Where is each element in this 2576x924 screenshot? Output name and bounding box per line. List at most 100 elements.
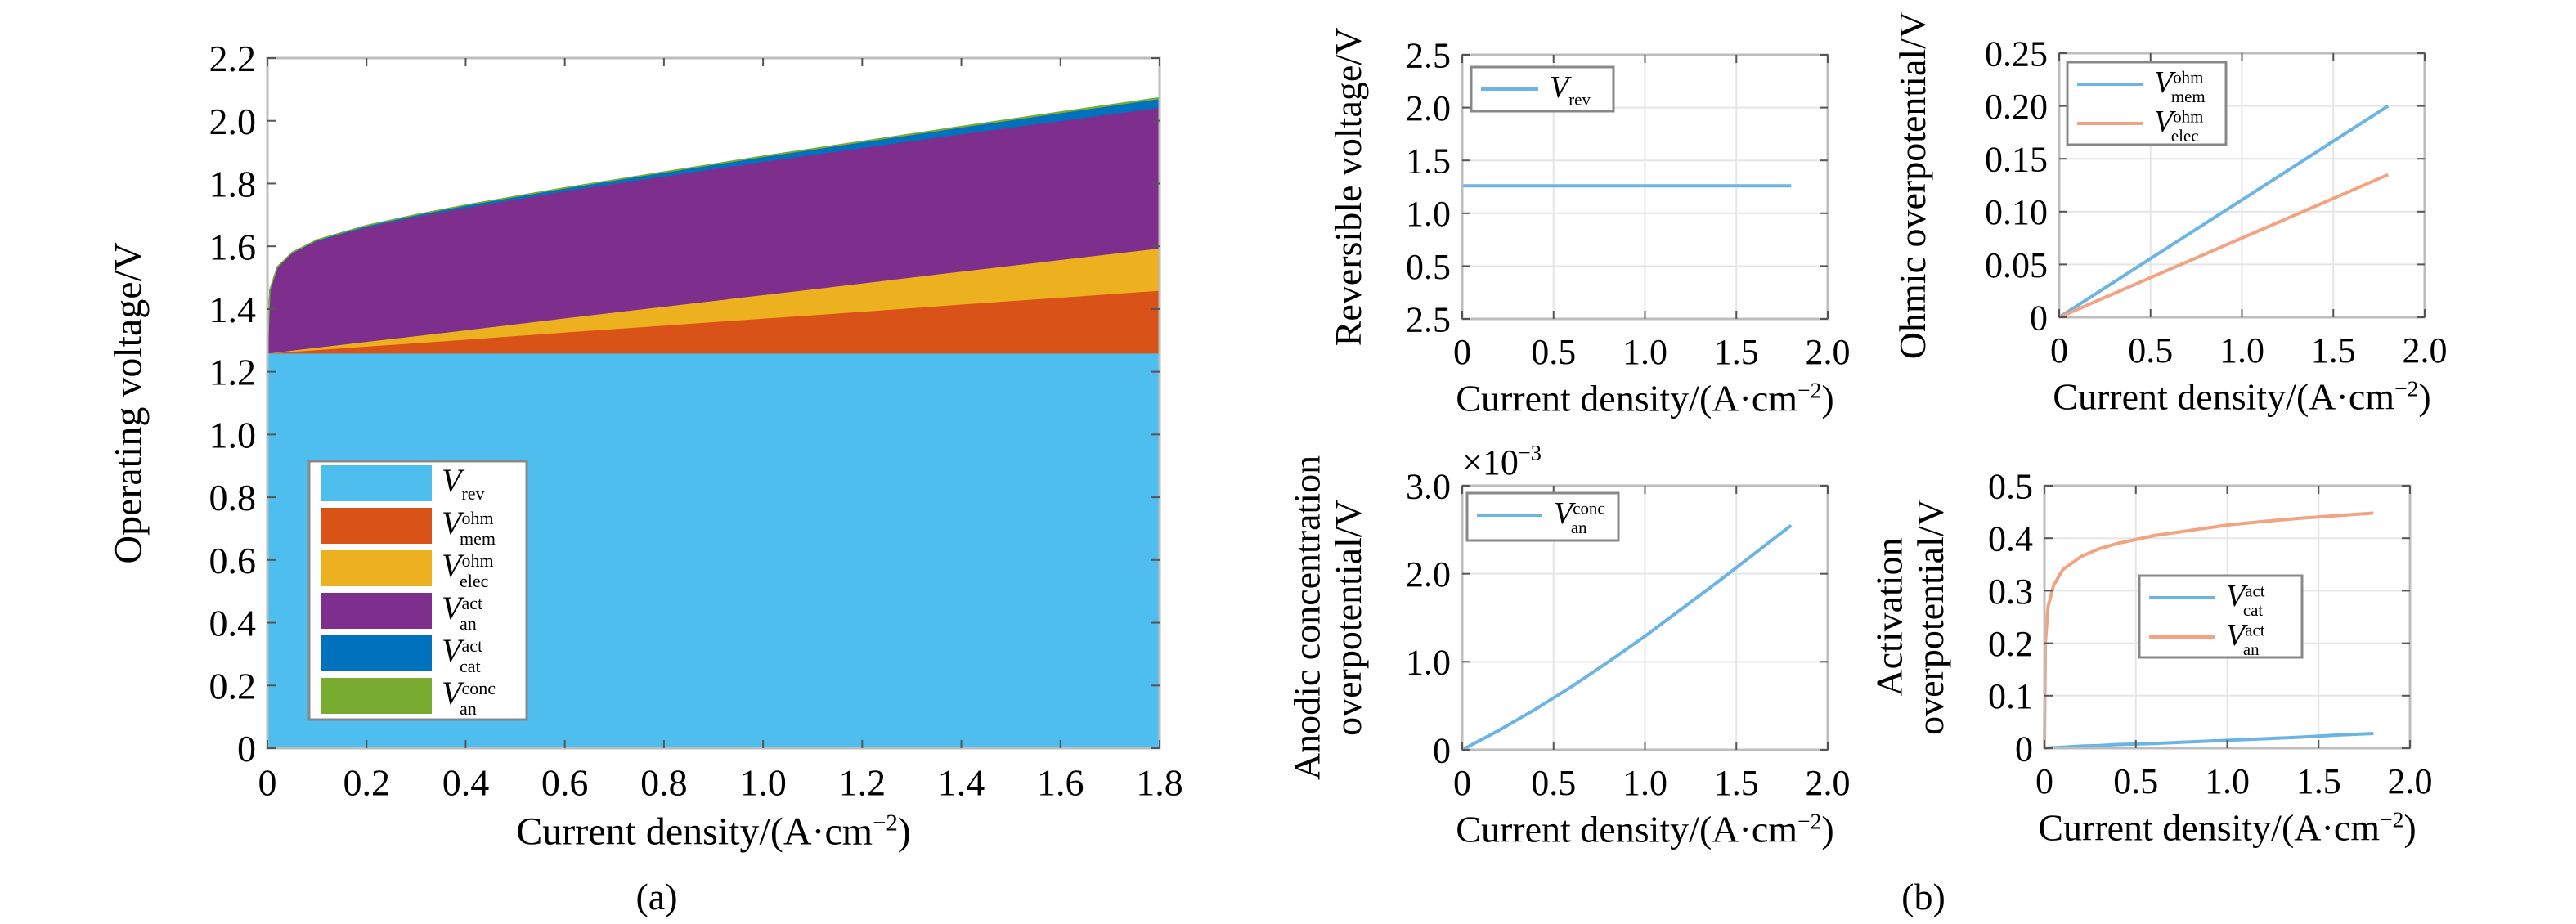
y-tick-label: 2.5 <box>1406 35 1451 75</box>
x-axis-label-exponent: −2 <box>873 810 898 837</box>
legend-superscript: ohm <box>461 508 493 528</box>
x-tick-label: 0.8 <box>640 762 688 804</box>
legend-superscript: conc <box>1573 499 1604 518</box>
chart-b2: 0 0.5 1.0 1.5 2.0 0 0.05 0.10 0.15 0.20 0.25 Curren… <box>1892 11 2447 418</box>
legend: Vrev <box>1470 65 1615 113</box>
chart-b3: 0 0.5 1.0 1.5 2.0 0 1.0 2.0 3.0 Current density/(… <box>1286 440 1851 850</box>
x-tick-label: 0 <box>1453 763 1471 803</box>
legend-superscript: act <box>2245 581 2265 601</box>
legend-subscript: an <box>460 698 477 719</box>
y-tick-label: 0.2 <box>209 665 257 706</box>
legend-superscript: conc <box>461 678 496 698</box>
x-axis-label: Current density/(A·cm−2) <box>516 810 911 854</box>
legend-entry-label: Vconc an <box>442 675 496 719</box>
legend-superscript: act <box>461 593 482 613</box>
y-axis-label: Operating voltage/V <box>107 242 150 564</box>
y-tick-label: 0.5 <box>1988 466 2033 506</box>
legend-entry-label: Vrev <box>1550 70 1591 110</box>
y-tick-label: 0.2 <box>1988 624 2033 664</box>
chart-a: 0 0.2 0.4 0.6 0.8 1.0 1.2 1.4 1.6 1.8 0 0.2 0.4 0.6 0.… <box>107 38 1183 853</box>
legend-entry-label: Vohm mem <box>2154 65 2206 106</box>
y-tick-label: 2.5 <box>1406 299 1451 339</box>
legend-subscript: rev <box>461 483 484 504</box>
y-tick-label: 0.4 <box>209 603 257 644</box>
x-tick-label: 0.5 <box>2113 761 2158 801</box>
x-tick-label: 2.0 <box>2403 330 2448 370</box>
y-axis-label: Ohmic overpotential/V <box>1892 11 1933 359</box>
x-axis-label-exponent: −2 <box>2380 806 2403 832</box>
x-axis-label: Current density/(A·cm−2) <box>2038 806 2416 848</box>
y-tick-label: 0.25 <box>1985 34 2048 74</box>
y-tick-label: 2.0 <box>209 101 257 142</box>
y-tick-label: 0 <box>1433 730 1451 770</box>
y-tick-label: 0.20 <box>1985 87 2048 127</box>
legend-subscript: an <box>1571 518 1587 537</box>
x-tick-label: 1.4 <box>938 762 985 804</box>
y-axis-multiplier: ×10−3 <box>1462 440 1542 482</box>
legend-symbol: V <box>442 547 465 584</box>
y-axis-label: Anodic concentration <box>1286 455 1328 780</box>
x-tick-label: 0 <box>1453 332 1471 372</box>
x-tick-label: 0.6 <box>541 762 589 804</box>
series-line-an <box>1461 523 1793 751</box>
y-tick-label: 1.0 <box>1406 194 1451 234</box>
y-tick-label: 2.0 <box>1406 554 1451 594</box>
x-tick-label: 2.0 <box>2388 761 2433 801</box>
y-tick-label: 1.6 <box>209 226 257 267</box>
y-axis-label: Reversible voltage/V <box>1327 28 1369 347</box>
legend-swatch-an_act <box>321 593 432 629</box>
legend-superscript: ohm <box>461 550 493 571</box>
legend-swatch-cat_act <box>321 635 432 671</box>
panel-label-b: (b) <box>1901 876 1945 917</box>
x-axis-label-close: ) <box>1821 809 1833 850</box>
y-tick-label: 0.15 <box>1985 140 2048 180</box>
x-axis-label: Current density/(A·cm−2) <box>1456 377 1833 419</box>
y-axis-label: overpotential/V <box>1327 500 1369 736</box>
y-tick-label: 1.8 <box>209 164 257 205</box>
y-axis-multiplier-exponent: −3 <box>1519 440 1542 464</box>
y-tick-label: 1.0 <box>1406 643 1451 683</box>
legend-entry-label: Vohm elec <box>2154 105 2203 146</box>
y-tick-label: 1.4 <box>209 289 257 330</box>
y-tick-label: 0.6 <box>209 540 257 581</box>
y-tick-label: 2.2 <box>209 38 257 79</box>
x-tick-label: 0.5 <box>1531 332 1576 372</box>
x-tick-label: 1.2 <box>839 762 886 804</box>
panel-label-a: (a) <box>635 876 677 917</box>
legend-symbol: V <box>442 590 465 626</box>
legend-subscript: an <box>460 613 477 634</box>
legend: Vconc an <box>1465 491 1620 542</box>
x-tick-label: 1.5 <box>2296 761 2341 801</box>
legend-swatch-rev <box>321 465 432 501</box>
x-axis-label-exponent: −2 <box>1797 377 1821 402</box>
legend-subscript: cat <box>2243 600 2264 620</box>
y-tick-label: 1.5 <box>1406 141 1451 182</box>
legend-symbol: V <box>1554 496 1576 531</box>
legend-swatch-mem <box>321 508 432 544</box>
x-tick-label: 1.5 <box>1714 332 1759 372</box>
legend-symbol: V <box>2226 579 2248 613</box>
x-tick-label: 0 <box>258 762 277 804</box>
legend-superscript: ohm <box>2173 107 2203 127</box>
legend-entry-label: Vrev <box>442 462 485 504</box>
legend-subscript: cat <box>460 656 481 676</box>
x-axis-label-close: ) <box>2403 807 2416 849</box>
y-tick-label: 3.0 <box>1406 466 1451 506</box>
legend-superscript: ohm <box>2173 68 2203 87</box>
legend-box <box>2138 574 2304 659</box>
x-tick-label: 0.2 <box>343 762 390 804</box>
legend-swatch-elec <box>321 550 432 586</box>
x-axis-label-exponent: −2 <box>2394 375 2418 401</box>
x-axis-label-close: ) <box>898 810 911 854</box>
y-tick-label: 0 <box>237 728 256 769</box>
y-tick-label: 0.5 <box>1406 247 1451 287</box>
x-axis-label-close: ) <box>1821 378 1833 419</box>
x-tick-label: 0 <box>2050 330 2068 370</box>
legend-symbol: V <box>442 632 465 669</box>
legend-box <box>2066 61 2228 146</box>
legend-superscript: act <box>461 635 482 656</box>
legend-symbol: V <box>2226 618 2248 653</box>
x-axis-label-exponent: −2 <box>1797 808 1821 833</box>
y-tick-label: 1.2 <box>209 352 257 393</box>
